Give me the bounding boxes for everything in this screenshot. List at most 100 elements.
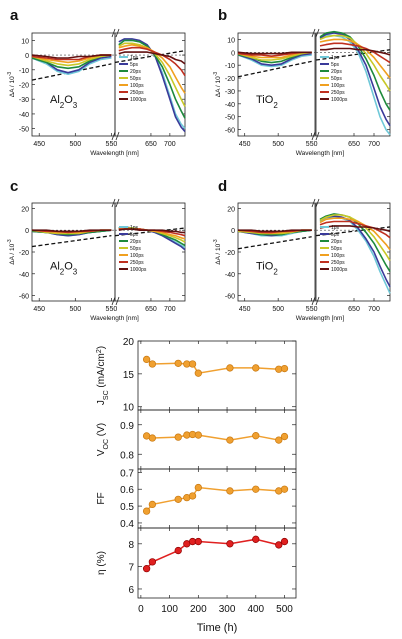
legend-label: 20ps bbox=[130, 239, 141, 245]
data-point bbox=[252, 535, 260, 543]
y-tick-label: -40 bbox=[225, 102, 235, 109]
material-label-text: O bbox=[64, 94, 73, 106]
y-tick-label: 0 bbox=[25, 228, 29, 235]
data-point bbox=[226, 487, 234, 495]
y-tick-label: -30 bbox=[225, 89, 235, 96]
y-tick-label: 0 bbox=[231, 50, 235, 57]
x-tick-label: 0 bbox=[138, 604, 144, 615]
subplot-frame bbox=[137, 468, 297, 529]
data-point bbox=[142, 507, 151, 515]
data-point bbox=[194, 431, 202, 439]
panel-letter: a bbox=[10, 7, 19, 24]
stability-subplot-2: 0.4 0.5 0.6 0.7 FF bbox=[96, 468, 297, 530]
y-tick-label: 20 bbox=[227, 206, 235, 213]
legend-label: 5ps bbox=[331, 232, 340, 238]
y-axis-label: ΔA / 10-3 bbox=[213, 239, 222, 265]
data-point bbox=[226, 364, 234, 372]
y-tick-label: 6 bbox=[128, 585, 134, 596]
data-point bbox=[174, 495, 182, 503]
series-1ps-left bbox=[31, 57, 112, 75]
data-point bbox=[142, 564, 151, 573]
y-tick-label: 8 bbox=[128, 540, 134, 551]
y-label-subscript: OC bbox=[103, 439, 110, 450]
series-250ps-right bbox=[319, 220, 391, 239]
legend-label: 1ps bbox=[130, 225, 139, 231]
legend-label: 100ps bbox=[130, 253, 144, 259]
y-axis-label-text: ΔA / 10 bbox=[215, 243, 222, 264]
stability-subplot-1: 0.8 0.9 VOC (V) bbox=[96, 409, 297, 470]
y-tick-label: 0.7 bbox=[120, 468, 134, 479]
y-axis-label-exponent: -3 bbox=[7, 72, 13, 77]
panel-letter: d bbox=[218, 178, 227, 195]
x-tick-label: 700 bbox=[368, 141, 380, 148]
panel-letter: c bbox=[10, 178, 18, 195]
data-point bbox=[194, 369, 202, 377]
material-label-subscript: 2 bbox=[273, 267, 278, 276]
legend-label: 5ps bbox=[130, 62, 139, 68]
legend-label: 5ps bbox=[130, 232, 139, 238]
y-axis-label-text: ΔA / 10 bbox=[215, 76, 222, 97]
axis-break-bottom bbox=[111, 131, 120, 141]
legend-label: 5ps bbox=[331, 62, 340, 68]
y-axis-label: ΔA / 10-3 bbox=[7, 72, 16, 98]
x-tick-label: 500 bbox=[272, 141, 284, 148]
y-tick-label: 0 bbox=[25, 53, 29, 60]
series-1ps-left bbox=[237, 54, 312, 68]
y-tick-label: 10 bbox=[123, 403, 135, 414]
y-tick-label: 0.4 bbox=[120, 519, 134, 530]
series-1000ps-left bbox=[237, 51, 312, 55]
x-tick-label: 500 bbox=[276, 604, 293, 615]
y-tick-label: -60 bbox=[225, 294, 235, 301]
series-5ps-left bbox=[237, 52, 312, 66]
material-label-text: TiO bbox=[256, 94, 274, 106]
material-label-subscript: 2 bbox=[273, 101, 278, 110]
x-tick-label: 700 bbox=[164, 141, 176, 148]
plot-frame-right bbox=[315, 32, 391, 137]
series-1000ps-left bbox=[32, 229, 112, 233]
axis-break-top bbox=[111, 28, 120, 38]
series-20ps-right bbox=[118, 39, 186, 119]
baseline-left bbox=[237, 60, 312, 78]
x-axis-label: Wavelength [nm] bbox=[296, 315, 345, 322]
y-tick-label: -10 bbox=[225, 63, 235, 70]
legend-label: 100ps bbox=[331, 83, 345, 89]
data-point bbox=[142, 355, 151, 364]
y-axis-label-text: ΔA / 10 bbox=[9, 243, 16, 264]
data-point bbox=[280, 485, 289, 493]
x-axis-label: Time (h) bbox=[197, 622, 238, 634]
y-tick-label: 0 bbox=[231, 228, 235, 235]
legend-label: 50ps bbox=[130, 246, 141, 252]
y-axis-label: ΔA / 10-3 bbox=[7, 239, 16, 265]
spectra-panel-a: a 10 0 -10 -20 -30 -40 -50 450 500 550 650 700 Wavele… bbox=[7, 7, 186, 157]
material-label: TiO2 bbox=[256, 261, 278, 277]
series-100ps-right bbox=[319, 38, 391, 79]
y-label-unit: (V) bbox=[96, 423, 107, 439]
x-tick-label: 550 bbox=[306, 141, 318, 148]
x-tick-label: 450 bbox=[33, 306, 45, 313]
subplot-y-label: η (%) bbox=[96, 551, 107, 575]
x-tick-label: 100 bbox=[161, 604, 178, 615]
series-100ps-right bbox=[319, 217, 391, 251]
legend-label: 1ps bbox=[331, 55, 340, 61]
subplot-frame bbox=[137, 527, 297, 599]
axis-break-top bbox=[311, 28, 320, 38]
y-label-text: η bbox=[96, 569, 107, 575]
y-tick-label: 10 bbox=[21, 38, 29, 45]
y-label-unit: (mA/cm bbox=[96, 353, 107, 390]
data-point bbox=[148, 360, 157, 368]
y-tick-label: -40 bbox=[19, 112, 29, 119]
legend-label: 20ps bbox=[331, 69, 342, 75]
axis-break-top bbox=[111, 198, 120, 208]
subplot-y-label: JSC (mA/cm2) bbox=[96, 346, 110, 405]
x-tick-label: 650 bbox=[145, 306, 157, 313]
x-tick-label: 550 bbox=[306, 306, 318, 313]
series-line bbox=[146, 486, 285, 512]
spectra-panel-c: c 20 0 -20 -40 -60 450 500 550 650 700 Wavelength [… bbox=[7, 178, 186, 322]
data-point bbox=[275, 436, 283, 444]
plot-frame-left bbox=[237, 32, 316, 137]
y-axis-label: ΔA / 10-3 bbox=[213, 72, 222, 98]
x-tick-label: 450 bbox=[239, 141, 251, 148]
x-tick-label: 650 bbox=[348, 306, 360, 313]
y-tick-label: 0.5 bbox=[120, 502, 134, 513]
